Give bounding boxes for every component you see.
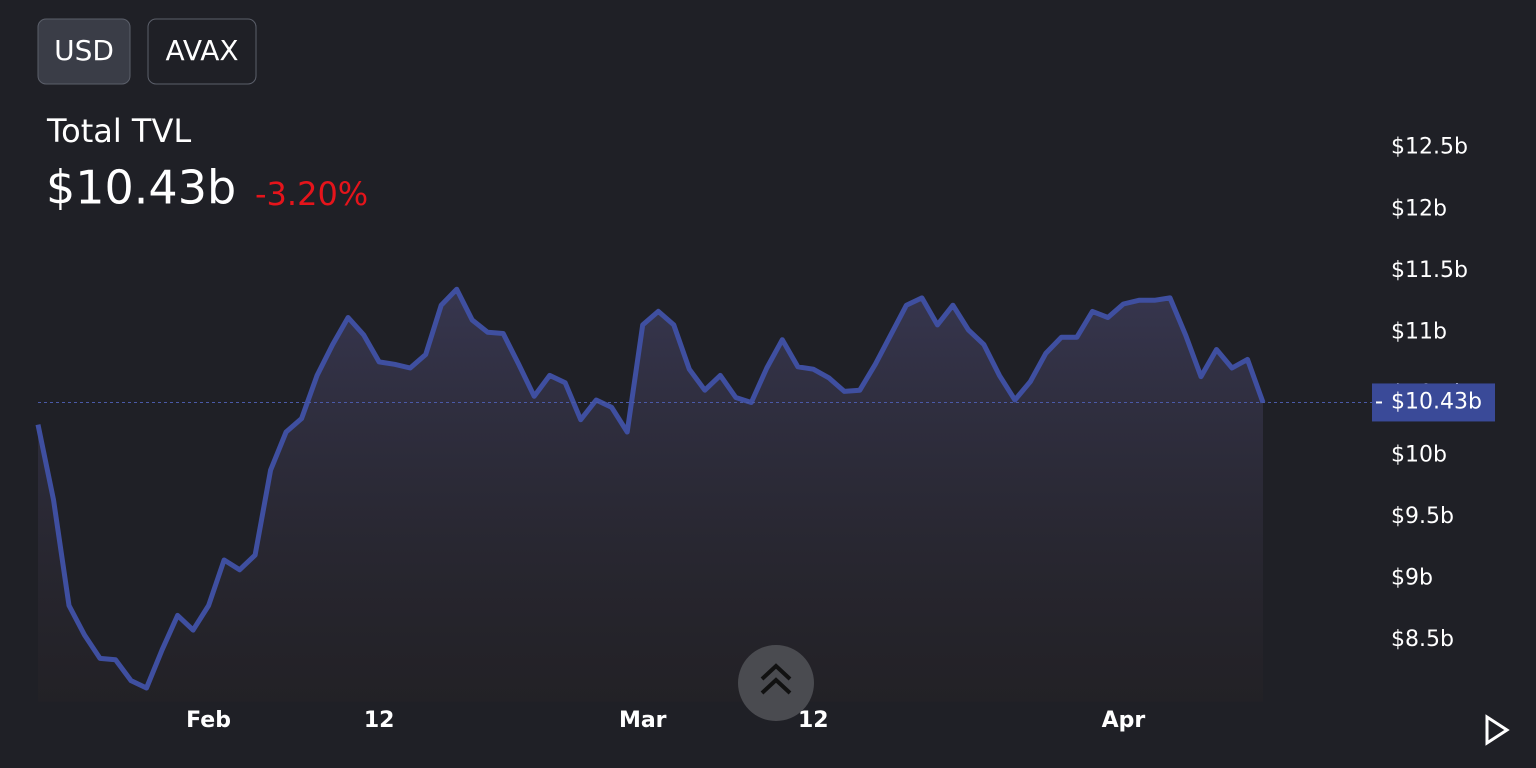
x-tick-label: Feb — [186, 708, 231, 733]
y-tick-label: $11b — [1391, 319, 1447, 344]
avax-button[interactable] — [147, 18, 257, 85]
y-tick-label: $11.5b — [1391, 258, 1468, 283]
y-tick-label: $9.5b — [1391, 504, 1454, 529]
plot: $8.5b$9b$9.5b$10b$10.5b$11b$11.5b$12b$12… — [35, 135, 1495, 733]
usd-label[interactable]: USD — [54, 34, 114, 67]
x-tick-label: 12 — [798, 708, 829, 733]
tvl-change: -3.20% — [255, 175, 368, 213]
play-button[interactable] — [1485, 714, 1510, 746]
y-tick-label: $9b — [1391, 565, 1433, 590]
line — [35, 286, 1266, 691]
y-tick-label: $12b — [1391, 196, 1447, 221]
y-tick-label: $10b — [1391, 442, 1447, 467]
tvl-value: $10.43b — [46, 161, 236, 215]
x-tick-label: Apr — [1102, 708, 1146, 733]
current-value-badge — [1372, 383, 1495, 422]
area-fill — [38, 289, 1263, 702]
x-tick-label: Mar — [619, 708, 667, 733]
avax-label[interactable]: AVAX — [165, 34, 238, 67]
usd-button[interactable] — [37, 18, 131, 85]
y-tick-label: $8.5b — [1391, 627, 1454, 652]
scroll-up-button[interactable] — [738, 645, 814, 721]
x-tick-label: 12 — [364, 708, 395, 733]
chevron-icon — [760, 663, 792, 695]
tvl-label: Total TVL — [46, 112, 191, 150]
current-value-label: $10.43b — [1391, 389, 1482, 414]
y-tick-label: $12.5b — [1391, 135, 1468, 160]
